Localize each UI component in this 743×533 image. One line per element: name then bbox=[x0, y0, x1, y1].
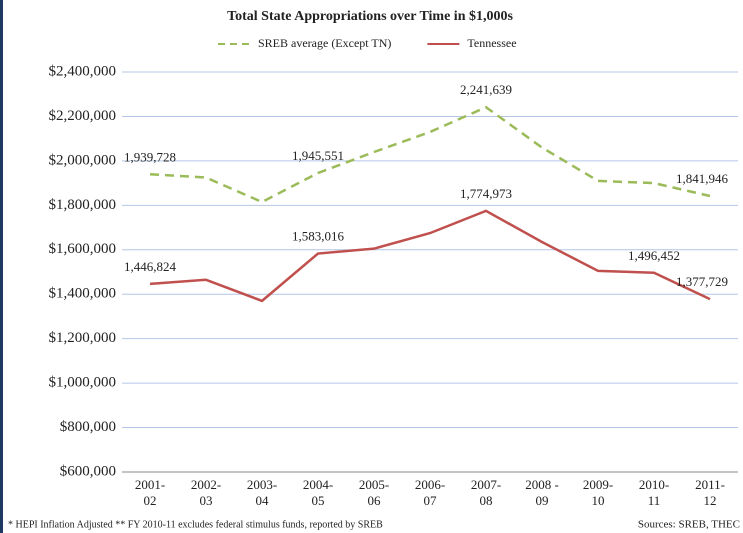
series-line bbox=[149, 209, 711, 303]
x-tick-label: 2006-07 bbox=[415, 477, 445, 508]
y-tick-label: $2,200,000 bbox=[49, 108, 117, 124]
y-tick-label: $1,000,000 bbox=[49, 375, 117, 391]
chart-title: Total State Appropriations over Time in … bbox=[227, 9, 513, 24]
footnote: * HEPI Inflation Adjusted ** FY 2010-11 … bbox=[8, 519, 383, 530]
x-tick-label: 2005-06 bbox=[359, 477, 389, 508]
y-tick-label: $600,000 bbox=[60, 463, 116, 479]
x-tick-label: 2002-03 bbox=[191, 477, 221, 508]
data-label: 1,446,824 bbox=[124, 259, 177, 274]
x-tick-label: 2010-11 bbox=[639, 477, 669, 508]
data-label: 1,583,016 bbox=[292, 229, 345, 244]
x-tick-label: 2004-05 bbox=[303, 477, 333, 508]
x-tick-label: 2011-12 bbox=[695, 477, 725, 508]
data-label: 1,377,729 bbox=[676, 274, 728, 289]
y-tick-label: $1,600,000 bbox=[49, 241, 117, 257]
data-label: 1,841,946 bbox=[676, 171, 729, 186]
y-tick-label: $2,000,000 bbox=[49, 152, 117, 168]
x-tick-label: 2003-04 bbox=[247, 477, 277, 508]
data-label: 2,241,639 bbox=[460, 82, 512, 97]
x-tick-label: 2001-02 bbox=[135, 477, 165, 508]
data-label: 1,774,973 bbox=[460, 186, 512, 201]
frame-edge bbox=[0, 0, 3, 533]
data-label: 1,945,551 bbox=[292, 148, 344, 163]
legend-label: SREB average (Except TN) bbox=[258, 36, 391, 50]
data-label: 1,496,452 bbox=[628, 248, 680, 263]
y-tick-label: $1,200,000 bbox=[49, 330, 117, 346]
y-tick-label: $800,000 bbox=[60, 419, 116, 435]
x-tick-label: 2007-08 bbox=[471, 477, 501, 508]
y-tick-label: $2,400,000 bbox=[49, 63, 117, 79]
x-tick-label: 2008 -09 bbox=[525, 477, 559, 508]
data-label: 1,939,728 bbox=[124, 149, 176, 164]
series-line bbox=[149, 105, 711, 204]
y-tick-label: $1,800,000 bbox=[49, 197, 117, 213]
y-tick-label: $1,400,000 bbox=[49, 286, 117, 302]
legend-label: Tennessee bbox=[467, 36, 516, 50]
source-note: Sources: SREB, THEC bbox=[638, 519, 740, 531]
x-tick-label: 2009-10 bbox=[583, 477, 613, 508]
